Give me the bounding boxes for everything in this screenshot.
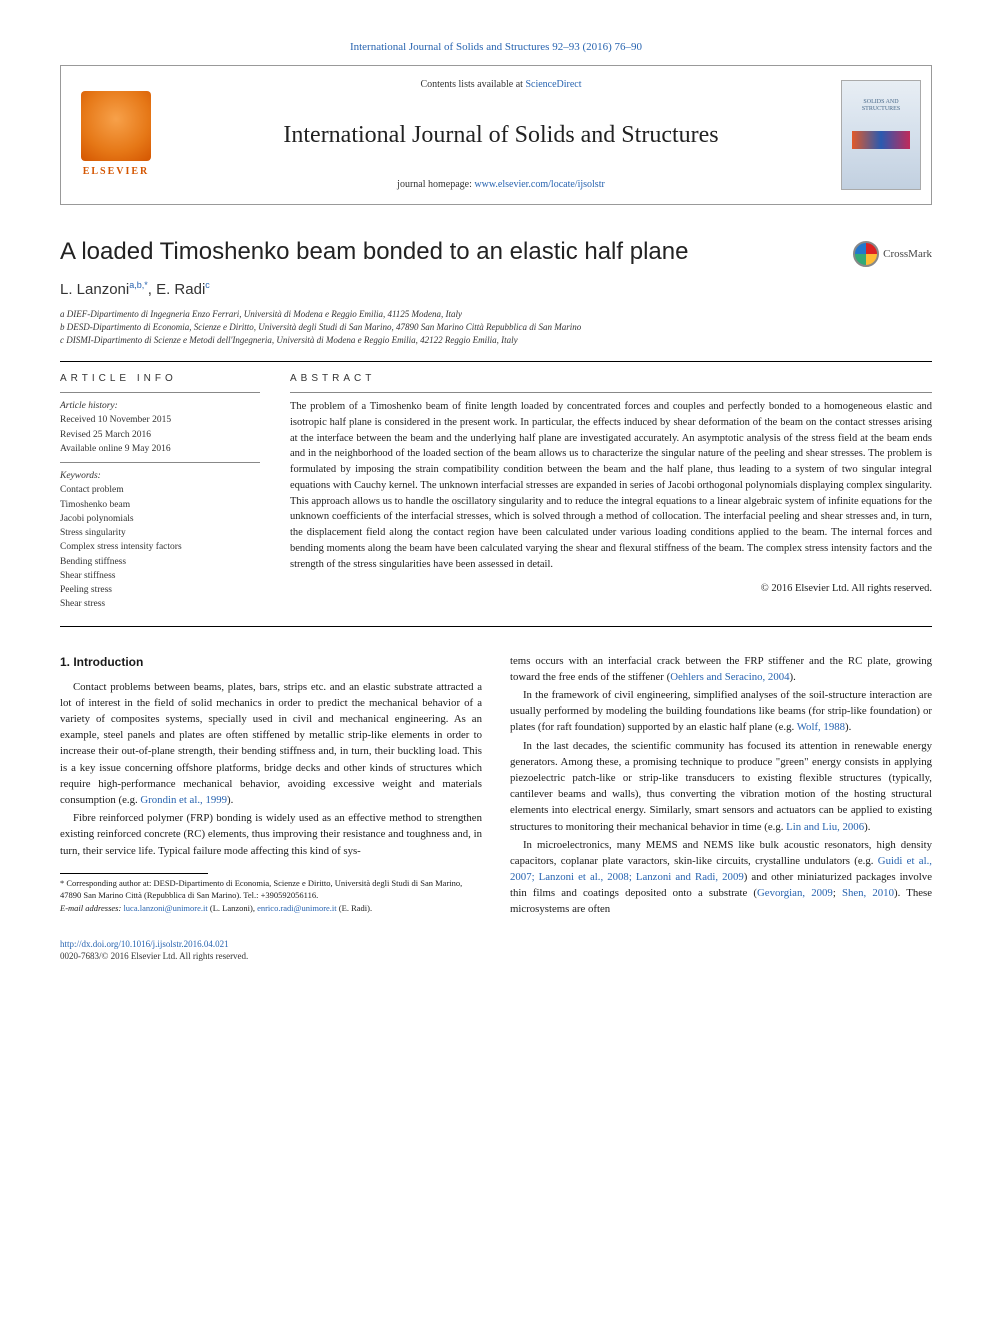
p4-post: ). (845, 721, 851, 733)
history-online: Available online 9 May 2016 (60, 442, 260, 456)
history-revised: Revised 25 March 2016 (60, 428, 260, 442)
info-rule (60, 392, 260, 393)
affil-c: c DISMI-Dipartimento di Scienze e Metodi… (60, 334, 932, 347)
author-2: , E. Radi (148, 281, 206, 298)
email-note: E-mail addresses: luca.lanzoni@unimore.i… (60, 903, 482, 915)
ref-lin-liu[interactable]: Lin and Liu, 2006 (786, 821, 864, 833)
affil-a: a DIEF-Dipartimento di Ingegneria Enzo F… (60, 308, 932, 321)
elsevier-tree-icon (81, 91, 151, 161)
paper-title: A loaded Timoshenko beam bonded to an el… (60, 235, 932, 269)
kw-6: Shear stiffness (60, 569, 260, 583)
kw-0: Contact problem (60, 483, 260, 497)
abstract-text: The problem of a Timoshenko beam of fini… (290, 399, 932, 572)
footnotes: * Corresponding author at: DESD-Dipartim… (60, 878, 482, 916)
p1-text: Contact problems between beams, plates, … (60, 681, 482, 806)
abstract-heading: ABSTRACT (290, 372, 932, 386)
homepage-line: journal homepage: www.elsevier.com/locat… (181, 178, 821, 192)
contents-prefix: Contents lists available at (420, 79, 525, 90)
sciencedirect-link[interactable]: ScienceDirect (525, 79, 581, 90)
p5-post: ). (864, 821, 870, 833)
ref-grondin[interactable]: Grondin et al., 1999 (140, 794, 227, 806)
intro-p6: In microelectronics, many MEMS and NEMS … (510, 837, 932, 918)
p6-pre: In microelectronics, many MEMS and NEMS … (510, 839, 932, 867)
info-abstract-row: ARTICLE INFO Article history: Received 1… (60, 372, 932, 612)
section-1-heading: 1. Introduction (60, 653, 482, 671)
contents-line: Contents lists available at ScienceDirec… (181, 78, 821, 92)
abstract-rule (290, 392, 932, 393)
info-rule-2 (60, 462, 260, 463)
history-received: Received 10 November 2015 (60, 413, 260, 427)
crossmark-label: CrossMark (883, 247, 932, 262)
footnote-rule (60, 873, 208, 874)
ref-oehlers[interactable]: Oehlers and Seracino, 2004 (670, 671, 789, 683)
kw-4: Complex stress intensity factors (60, 540, 260, 554)
author-1-affil: a,b,* (129, 280, 148, 290)
intro-p2: Fibre reinforced polymer (FRP) bonding i… (60, 810, 482, 859)
keywords-block: Keywords: Contact problem Timoshenko bea… (60, 469, 260, 612)
p4-pre: In the framework of civil engineering, s… (510, 689, 932, 733)
ref-gevorgian[interactable]: Gevorgian, 2009 (757, 887, 833, 899)
kw-5: Bending stiffness (60, 555, 260, 569)
rule-top (60, 361, 932, 362)
affil-b: b DESD-Dipartimento di Economia, Scienze… (60, 321, 932, 334)
intro-p4: In the framework of civil engineering, s… (510, 687, 932, 736)
email1-who: (L. Lanzoni), (208, 903, 257, 913)
doi-link[interactable]: http://dx.doi.org/10.1016/j.ijsolstr.201… (60, 939, 229, 949)
cover-thumbnail-icon (841, 80, 921, 190)
kw-8: Shear stress (60, 597, 260, 611)
p5-pre: In the last decades, the scientific comm… (510, 740, 932, 833)
journal-cover (831, 66, 931, 204)
p1-post: ). (227, 794, 233, 806)
intro-p1: Contact problems between beams, plates, … (60, 679, 482, 809)
crossmark-icon (853, 241, 879, 267)
keywords-label: Keywords: (60, 469, 260, 483)
article-info-heading: ARTICLE INFO (60, 372, 260, 386)
crossmark-badge[interactable]: CrossMark (853, 241, 932, 267)
intro-p5: In the last decades, the scientific comm… (510, 738, 932, 835)
email-label: E-mail addresses: (60, 903, 123, 913)
journal-header: ELSEVIER Contents lists available at Sci… (60, 65, 932, 205)
kw-2: Jacobi polynomials (60, 512, 260, 526)
author-1: L. Lanzoni (60, 281, 129, 298)
kw-7: Peeling stress (60, 583, 260, 597)
p3-post: ). (790, 671, 796, 683)
p6-sep: ; (833, 887, 842, 899)
email-radi[interactable]: enrico.radi@unimore.it (257, 903, 337, 913)
article-history: Article history: Received 10 November 20… (60, 399, 260, 456)
page-footer: http://dx.doi.org/10.1016/j.ijsolstr.201… (60, 938, 932, 963)
ref-wolf[interactable]: Wolf, 1988 (797, 721, 845, 733)
intro-p3: tems occurs with an interfacial crack be… (510, 653, 932, 685)
ref-shen[interactable]: Shen, 2010 (842, 887, 894, 899)
running-citation: International Journal of Solids and Stru… (60, 40, 932, 55)
publisher-logo: ELSEVIER (61, 66, 171, 204)
journal-name: International Journal of Solids and Stru… (181, 119, 821, 153)
homepage-prefix: journal homepage: (397, 179, 474, 190)
abstract-copyright: © 2016 Elsevier Ltd. All rights reserved… (290, 582, 932, 597)
kw-1: Timoshenko beam (60, 498, 260, 512)
email2-who: (E. Radi). (337, 903, 372, 913)
issn-copyright: 0020-7683/© 2016 Elsevier Ltd. All right… (60, 951, 248, 961)
corresponding-author-note: * Corresponding author at: DESD-Dipartim… (60, 878, 482, 902)
email-lanzoni[interactable]: luca.lanzoni@unimore.it (123, 903, 207, 913)
affiliations: a DIEF-Dipartimento di Ingegneria Enzo F… (60, 308, 932, 347)
homepage-link[interactable]: www.elsevier.com/locate/ijsolstr (474, 179, 604, 190)
publisher-name: ELSEVIER (83, 165, 150, 179)
title-block: A loaded Timoshenko beam bonded to an el… (60, 235, 932, 347)
abstract-col: ABSTRACT The problem of a Timoshenko bea… (290, 372, 932, 612)
article-info-col: ARTICLE INFO Article history: Received 1… (60, 372, 260, 612)
header-center: Contents lists available at ScienceDirec… (171, 66, 831, 204)
history-label: Article history: (60, 399, 260, 413)
authors: L. Lanzonia,b,*, E. Radic (60, 279, 932, 300)
body-columns: 1. Introduction Contact problems between… (60, 653, 932, 920)
rule-bottom (60, 626, 932, 627)
author-2-affil: c (205, 280, 210, 290)
kw-3: Stress singularity (60, 526, 260, 540)
